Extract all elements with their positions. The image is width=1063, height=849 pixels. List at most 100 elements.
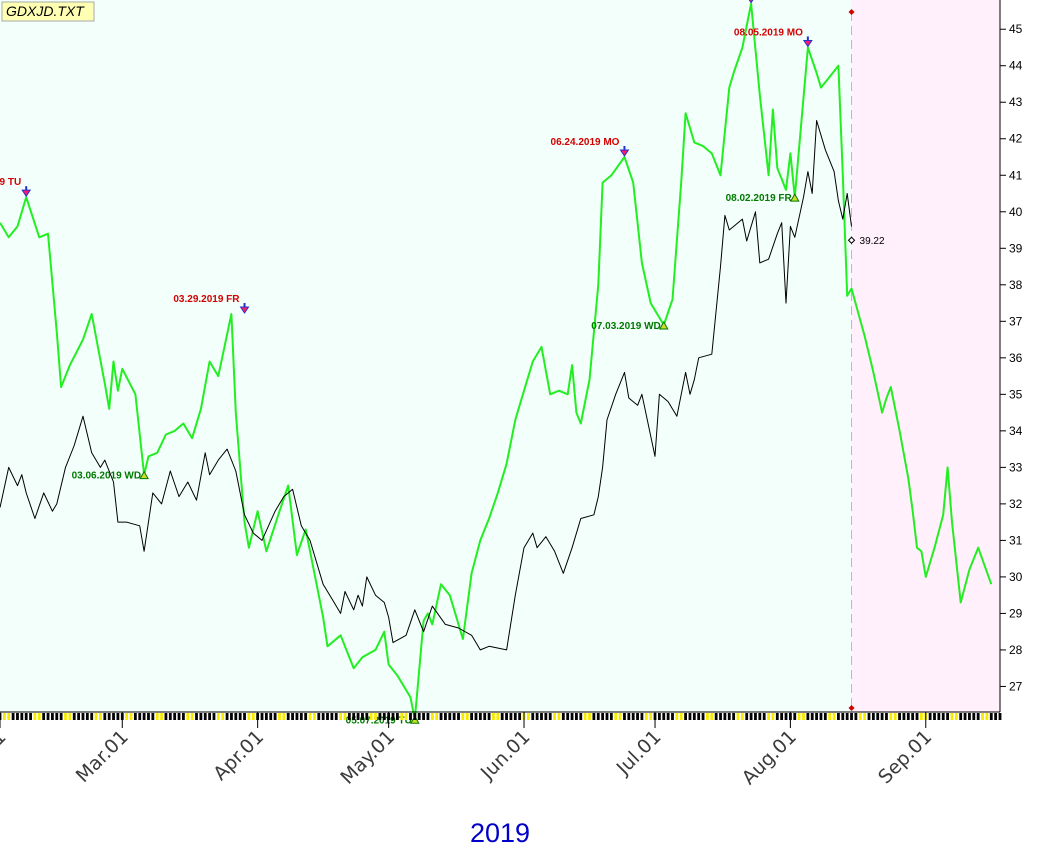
y-axis: 27 28 29 30 31 32 33 34 35 36 37 38 39 40 41 42 43 44 45 <box>1000 22 1023 693</box>
day-tick <box>125 713 129 720</box>
day-tick <box>815 713 818 720</box>
day-tick <box>413 713 417 720</box>
day-tick <box>168 713 172 720</box>
projection-markers <box>848 9 855 711</box>
day-tick <box>321 713 325 720</box>
day-tick <box>937 713 941 720</box>
peak-annotation: 08.05.2019 MO <box>734 27 813 48</box>
day-tick <box>452 713 456 720</box>
peak-label: 19 TU <box>0 177 21 188</box>
y-tick-label: 45 <box>1009 22 1023 36</box>
day-tick <box>832 713 836 720</box>
day-tick <box>588 713 591 720</box>
day-tick <box>933 713 936 720</box>
day-tick <box>81 713 85 720</box>
day-tick <box>627 713 631 720</box>
day-tick <box>492 713 495 720</box>
day-tick <box>513 713 517 720</box>
peak-label: 03.29.2019 FR <box>173 294 240 305</box>
day-tick <box>308 713 312 720</box>
y-tick-label: 33 <box>1009 460 1023 474</box>
trough-arrow-marker <box>789 193 800 202</box>
day-tick <box>985 713 989 720</box>
day-tick <box>819 713 823 720</box>
y-tick-label: 37 <box>1009 314 1023 328</box>
day-tick <box>264 713 268 720</box>
day-tick <box>898 713 901 720</box>
day-tick <box>251 713 255 720</box>
day-tick <box>583 713 587 720</box>
day-tick <box>173 713 177 720</box>
day-tick <box>64 713 67 720</box>
day-tick <box>684 713 687 720</box>
trough-label: 08.02.2019 FR <box>726 193 793 204</box>
day-tick <box>374 713 377 720</box>
day-tick <box>618 713 622 720</box>
day-tick <box>352 713 356 720</box>
day-tick <box>596 713 600 720</box>
y-tick-label: 36 <box>1009 351 1023 365</box>
day-tick <box>0 713 2 720</box>
day-tick <box>190 713 194 720</box>
y-tick-label: 38 <box>1009 278 1023 292</box>
day-tick <box>919 713 923 720</box>
day-tick <box>915 713 919 720</box>
day-tick <box>199 713 203 720</box>
day-tick <box>77 713 81 720</box>
day-tick <box>133 713 137 720</box>
day-tick <box>269 713 273 720</box>
day-tick <box>299 713 303 720</box>
day-tick <box>116 713 120 720</box>
y-tick-label: 39 <box>1009 241 1023 255</box>
day-tick <box>400 713 404 720</box>
day-tick <box>950 713 954 720</box>
day-tick <box>561 713 565 720</box>
day-tick <box>382 713 386 720</box>
day-tick <box>889 713 893 720</box>
y-tick-label: 40 <box>1009 205 1023 219</box>
day-tick <box>361 713 364 720</box>
day-tick <box>68 713 72 720</box>
day-tick <box>740 713 744 720</box>
day-tick <box>286 713 290 720</box>
day-tick <box>666 713 670 720</box>
day-tick <box>710 713 714 720</box>
day-tick <box>230 713 233 720</box>
day-tick <box>24 713 28 720</box>
day-tick <box>631 713 635 720</box>
day-tick <box>461 713 465 720</box>
peak-arrow-shaft <box>25 186 28 192</box>
y-tick-label: 41 <box>1009 168 1023 182</box>
day-tick <box>579 713 583 720</box>
day-tick <box>531 713 535 720</box>
day-tick <box>605 713 609 720</box>
day-tick <box>129 713 133 720</box>
day-tick <box>42 713 46 720</box>
y-tick-label: 42 <box>1009 132 1023 146</box>
day-tick <box>535 713 539 720</box>
day-tick <box>876 713 880 720</box>
day-tick <box>186 713 190 720</box>
day-tick <box>478 713 482 720</box>
day-tick <box>749 713 753 720</box>
day-tick <box>544 713 548 720</box>
y-tick-label: 30 <box>1009 570 1023 584</box>
day-tick <box>94 713 98 720</box>
day-tick <box>959 713 963 720</box>
green-series <box>0 2 993 721</box>
day-tick <box>723 713 727 720</box>
day-tick <box>810 713 814 720</box>
day-tick <box>343 713 347 720</box>
day-tick <box>863 713 867 720</box>
peak-arrow-marker <box>748 0 754 4</box>
y-tick-label: 31 <box>1009 533 1023 547</box>
peak-arrow-marker <box>21 189 32 198</box>
last-value-label: 39.22 <box>860 236 885 247</box>
x-axis-day-ticks <box>0 713 1002 720</box>
x-tick-label: Feb.01 <box>0 726 11 787</box>
day-tick <box>793 713 797 720</box>
day-tick <box>575 713 578 720</box>
x-axis: Feb.01 Mar.01 Apr.01 May.01 Jun.01 Jul.01 Aug.… <box>0 712 936 789</box>
day-tick <box>823 713 827 720</box>
peak-arrow-marker <box>239 306 250 314</box>
